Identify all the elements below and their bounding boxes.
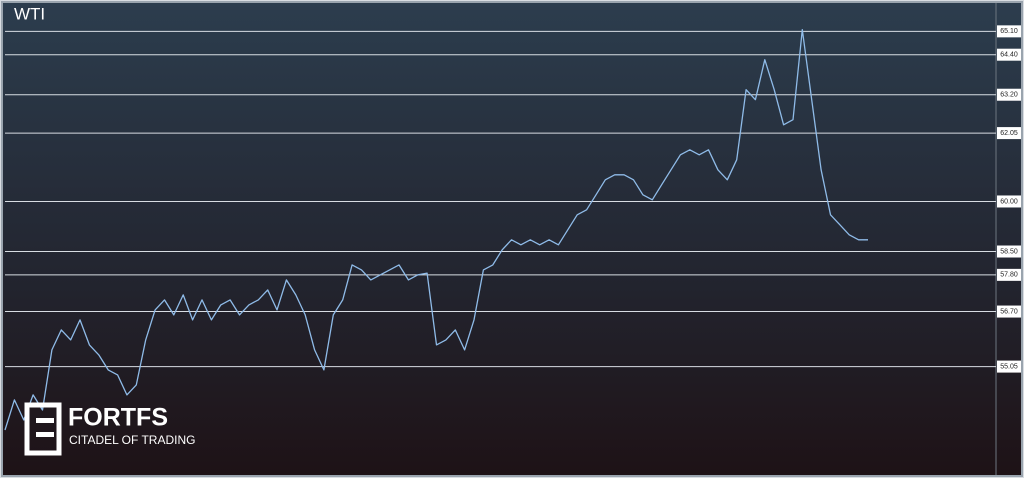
tick-label-box [997,48,1021,61]
tick-label-box [997,25,1021,38]
logo-tagline: CITADEL OF TRADING [69,433,195,447]
y-tick-label: 65.10 [1000,28,1018,35]
y-tick-label: 55.05 [1000,363,1018,370]
tick-label-box [997,245,1021,258]
tick-label-box [997,268,1021,281]
logo-icon-bar [36,418,54,423]
tick-label-box [997,305,1021,318]
chart-title: WTI [14,4,45,23]
y-tick-label: 57.80 [1000,272,1018,279]
y-tick-label: 56.70 [1000,308,1018,315]
y-tick-label: 64.40 [1000,52,1018,59]
tick-label-box [997,360,1021,373]
tick-label-box [997,195,1021,208]
tick-label-box [997,88,1021,101]
logo-icon [24,402,62,456]
y-tick-label: 62.05 [1000,130,1018,137]
logo-icon-bar [36,432,54,437]
y-tick-label: 60.00 [1000,198,1018,205]
price-line [4,29,868,431]
logo-name: FORTFS [68,404,168,432]
y-tick-label: 58.50 [1000,248,1018,255]
logo: FORTFS CITADEL OF TRADING [24,402,195,456]
tick-label-box [997,127,1021,140]
y-tick-label: 63.20 [1000,92,1018,99]
